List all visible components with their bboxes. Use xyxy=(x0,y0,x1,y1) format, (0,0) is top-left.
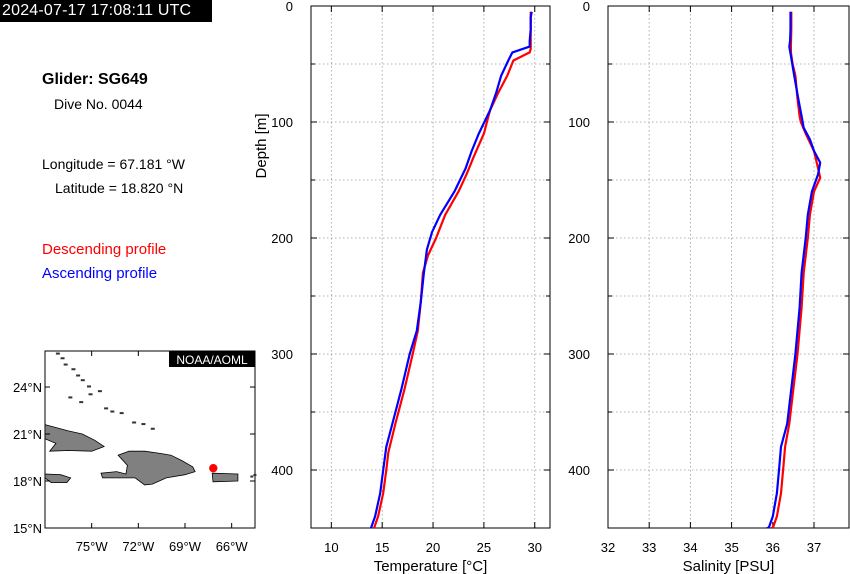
glider-position-marker xyxy=(209,463,218,473)
y-tick-label: 0 xyxy=(286,0,293,14)
y-tick-label: 0 xyxy=(583,0,590,14)
x-tick-label: 33 xyxy=(642,540,656,555)
map-lon-label: 75°W xyxy=(76,539,109,554)
y-tick-label: 200 xyxy=(271,231,293,246)
x-tick-label: 35 xyxy=(724,540,738,555)
islet xyxy=(97,390,102,393)
islet xyxy=(119,412,124,415)
inset-map: NOAA/AOML 24°N 21°N 18°N 15°N 75°W 72°W 69°W 66°… xyxy=(13,350,257,554)
ascending-profile-line xyxy=(766,11,822,528)
x-tick-label: 25 xyxy=(477,540,491,555)
map-badge xyxy=(169,351,255,367)
islet xyxy=(55,352,60,355)
temperature-chart: 0 100 200 300 400 10 15 20 25 30 Temperature [°C] D… xyxy=(253,0,551,574)
cuba-landmass xyxy=(44,424,105,452)
latitude-label: Latitude = 18.820 °N xyxy=(55,180,184,196)
map-lon-label: 66°W xyxy=(216,539,249,554)
islet xyxy=(87,385,91,388)
islet xyxy=(63,363,68,366)
islet xyxy=(132,421,137,424)
plot-frame xyxy=(607,5,850,529)
x-tick-label: 32 xyxy=(601,540,615,555)
descending-profile-line xyxy=(770,11,822,528)
x-tick-label: 36 xyxy=(766,540,780,555)
salinity-chart: 0 100 200 300 400 32 33 34 35 36 37 Salinity [PSU] xyxy=(568,0,850,574)
timestamp-banner: 2024-07-17 17:08:11 UTC xyxy=(0,0,212,22)
glider-title: Glider: SG649 xyxy=(42,71,148,88)
x-tick-label: 20 xyxy=(426,540,440,555)
map-badge-label: NOAA/AOML xyxy=(176,353,248,367)
descending-profile-line xyxy=(373,11,532,528)
map-lat-label: 18°N xyxy=(13,474,42,489)
islet xyxy=(250,475,254,478)
y-tick-label: 100 xyxy=(271,115,293,130)
islet xyxy=(110,410,115,413)
x-tick-label: 10 xyxy=(324,540,338,555)
longitude-label: Longitude = 67.181 °W xyxy=(42,156,185,172)
y-tick-label: 400 xyxy=(568,463,590,478)
y-axis-label: Depth [m] xyxy=(253,113,270,178)
legend-descending: Descending profile xyxy=(42,241,167,258)
map-lat-label: 24°N xyxy=(13,380,42,395)
map-lat-label: 21°N xyxy=(13,427,42,442)
plot-frame xyxy=(310,5,551,529)
islet xyxy=(104,407,109,410)
islet xyxy=(253,473,257,476)
legend-ascending: Ascending profile xyxy=(42,265,158,282)
x-axis-label: Salinity [PSU] xyxy=(683,558,775,574)
y-tick-label: 300 xyxy=(568,347,590,362)
x-tick-label: 15 xyxy=(375,540,389,555)
islet xyxy=(79,401,84,404)
map-lon-label: 72°W xyxy=(122,539,155,554)
puerto-rico-landmass xyxy=(211,472,239,483)
islet xyxy=(88,393,93,396)
ascending-profile-line xyxy=(369,11,533,528)
islet xyxy=(68,396,73,399)
x-tick-label: 30 xyxy=(528,540,542,555)
x-tick-label: 37 xyxy=(807,540,821,555)
x-tick-label: 34 xyxy=(683,540,697,555)
dive-number: Dive No. 0044 xyxy=(54,96,143,112)
jamaica-landmass xyxy=(44,473,72,484)
islet xyxy=(141,423,146,426)
map-lat-label: 15°N xyxy=(13,521,42,536)
map-lon-label: 69°W xyxy=(169,539,202,554)
hispaniola-landmass xyxy=(100,450,196,486)
y-tick-label: 300 xyxy=(271,347,293,362)
y-tick-label: 200 xyxy=(568,231,590,246)
y-tick-label: 100 xyxy=(568,115,590,130)
y-tick-label: 400 xyxy=(271,463,293,478)
x-axis-label: Temperature [°C] xyxy=(374,558,488,574)
islet xyxy=(80,379,85,382)
islet xyxy=(76,374,81,377)
islet xyxy=(150,427,155,430)
islet xyxy=(71,368,76,371)
islet xyxy=(60,357,65,360)
